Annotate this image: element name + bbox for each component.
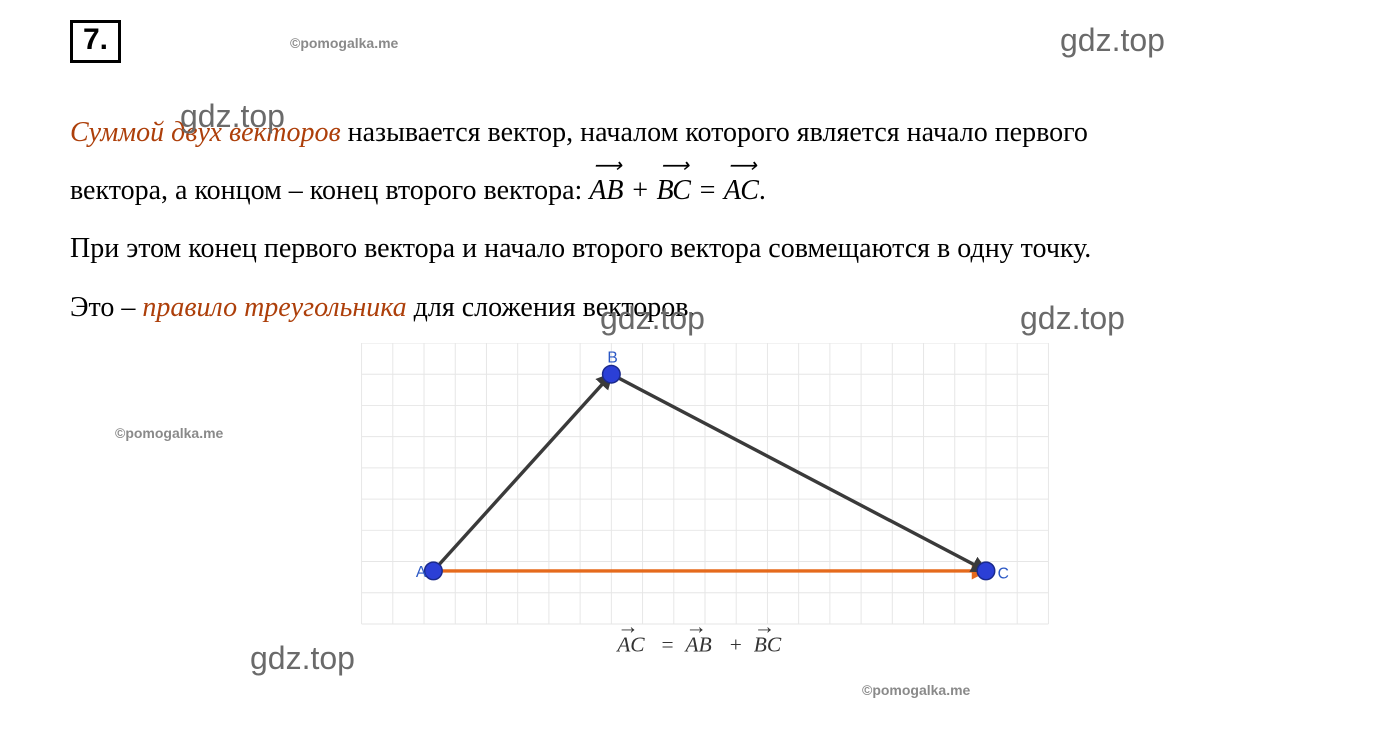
watermark-gdz: gdz.top	[180, 98, 285, 135]
watermark-pomogalka: ©pomogalka.me	[862, 682, 970, 698]
watermark-gdz: gdz.top	[600, 300, 705, 337]
watermark-gdz: gdz.top	[250, 640, 355, 677]
vec-AB: АВ	[589, 166, 623, 216]
vec-AC: АС	[724, 166, 759, 216]
svg-text:AC: AC	[615, 632, 645, 656]
svg-text:B: B	[607, 350, 617, 367]
watermark-pomogalka: ©pomogalka.me	[290, 35, 398, 51]
svg-text:BC: BC	[754, 632, 782, 656]
problem-number-box: 7.	[70, 20, 121, 63]
p4-lead: Это –	[70, 292, 142, 323]
paragraph-2: вектора, а концом – конец второго вектор…	[70, 166, 1340, 216]
op-plus: +	[624, 175, 657, 206]
paragraph-4: Это – правило треугольника для сложения …	[70, 283, 1340, 333]
inline-formula: АВ + ВС = АС	[589, 175, 759, 206]
svg-text:+: +	[728, 632, 742, 656]
svg-text:AB: AB	[683, 632, 711, 656]
term-triangle-rule: правило треугольника	[142, 292, 406, 323]
p1-rest: называется вектор, началом которого явля…	[341, 117, 1088, 148]
problem-number: 7.	[83, 23, 108, 56]
svg-text:C: C	[998, 566, 1009, 583]
vector-triangle-diagram: ABC→AC=→AB+→BC	[355, 343, 1055, 663]
p2-tail: .	[759, 175, 766, 206]
watermark-gdz: gdz.top	[1060, 22, 1165, 59]
paragraph-3: При этом конец первого вектора и начало …	[70, 224, 1340, 274]
watermark-gdz: gdz.top	[1020, 300, 1125, 337]
p2-lead: вектора, а концом – конец второго вектор…	[70, 175, 589, 206]
watermark-pomogalka: ©pomogalka.me	[115, 425, 223, 441]
svg-text:=: =	[660, 632, 674, 656]
op-eq: =	[691, 175, 724, 206]
vec-BC: ВС	[656, 166, 690, 216]
svg-text:A: A	[416, 564, 427, 581]
